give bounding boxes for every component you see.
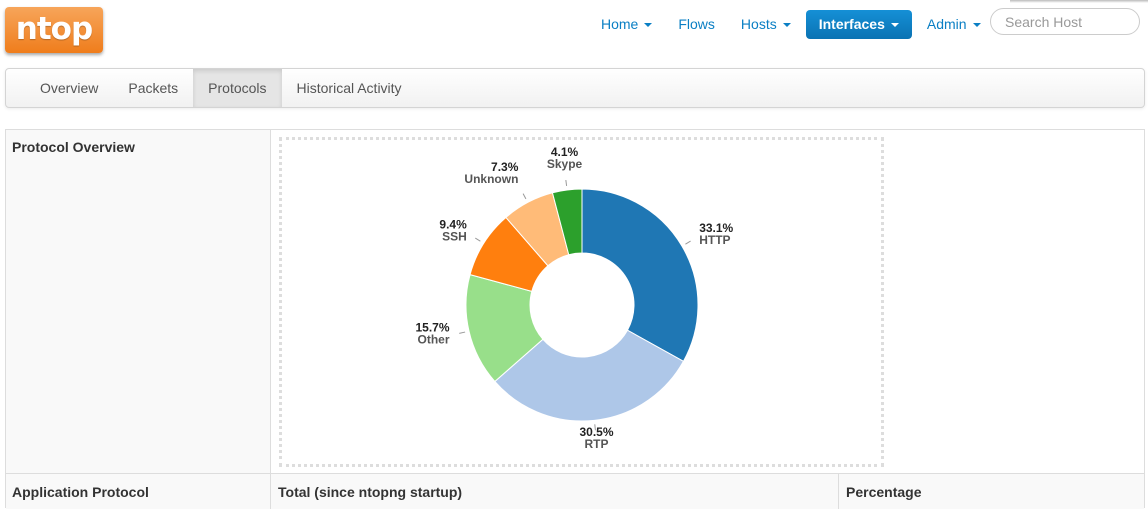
- pie-slice-http[interactable]: [581, 188, 699, 362]
- pie-label-tick-unknown: [522, 193, 527, 200]
- protocol-overview-label: Protocol Overview: [6, 130, 271, 473]
- pie-percent-label-other: 15.7%: [415, 321, 449, 335]
- nav-flows[interactable]: Flows: [665, 10, 728, 39]
- nav-interfaces-label: Interfaces: [818, 16, 885, 32]
- protocols-table: Protocol Overview 33.1% HTTP 30.5% RTP 15.7%…: [5, 129, 1145, 509]
- caret-down-icon: [644, 23, 653, 28]
- column-header-total[interactable]: Total (since ntopng startup): [271, 473, 839, 509]
- pie-percent-label-ssh: 9.4%: [439, 218, 467, 232]
- pie-percent-label-skype: 4.1%: [551, 145, 579, 159]
- pie-category-label-skype: Skype: [547, 157, 583, 171]
- nav-admin[interactable]: Admin: [914, 10, 994, 39]
- nav-flows-label: Flows: [678, 16, 715, 32]
- protocol-chart-cell: 33.1% HTTP 30.5% RTP 15.7% Other 9.4% SSH 7.3% Un…: [271, 130, 1144, 473]
- search-host-input[interactable]: [990, 8, 1140, 35]
- tab-overview[interactable]: Overview: [40, 80, 99, 96]
- nav-hosts-label: Hosts: [740, 16, 777, 32]
- caret-down-icon: [972, 23, 981, 28]
- pie-slice-skype[interactable]: [551, 188, 583, 256]
- nav-interfaces[interactable]: Interfaces: [805, 10, 912, 39]
- window-shadow: [1010, 0, 1148, 3]
- caret-down-icon: [782, 23, 791, 28]
- pie-label-tick-skype: [565, 179, 568, 187]
- column-header-application-protocol[interactable]: Application Protocol: [6, 473, 271, 509]
- pie-label-tick-ssh: [474, 237, 481, 242]
- ntop-logo[interactable]: ntop: [5, 7, 103, 53]
- tab-protocols[interactable]: Protocols: [193, 69, 282, 107]
- logo-text: ntop: [15, 10, 93, 47]
- column-header-percentage[interactable]: Percentage: [839, 473, 1144, 509]
- pie-category-label-other: Other: [417, 333, 449, 347]
- tab-historical-activity[interactable]: Historical Activity: [296, 80, 402, 96]
- chart-container: 33.1% HTTP 30.5% RTP 15.7% Other 9.4% SSH 7.3% Un…: [279, 137, 884, 467]
- pie-category-label-unknown: Unknown: [464, 172, 518, 186]
- pie-label-tick-rtp: [594, 424, 596, 431]
- nav-home-label: Home: [601, 16, 639, 32]
- top-nav: Home Flows Hosts Interfaces Admin: [588, 10, 994, 39]
- protocol-donut-chart: 33.1%HTTP 30.5%RTP 15.7%Other 9.4%SSH 7.3%Un…: [415, 145, 733, 451]
- pie-category-label-rtp: RTP: [584, 437, 608, 451]
- caret-down-icon: [890, 23, 899, 28]
- pie-label-tick-other: [459, 331, 466, 334]
- pie-percent-label-http: 33.1%: [699, 221, 733, 235]
- pie-slice-rtp[interactable]: [494, 329, 685, 422]
- pie-percent-label-rtp: 30.5%: [579, 425, 613, 439]
- pie-category-label-ssh: SSH: [442, 230, 467, 244]
- pie-label-tick-http: [685, 240, 691, 245]
- pie-category-label-http: HTTP: [699, 233, 730, 247]
- nav-hosts[interactable]: Hosts: [728, 10, 804, 39]
- nav-home[interactable]: Home: [588, 10, 665, 39]
- pie-percent-label-unknown: 7.3%: [491, 160, 519, 174]
- interface-tabs: Overview Packets Protocols Historical Ac…: [5, 68, 1145, 108]
- nav-admin-label: Admin: [926, 16, 967, 32]
- tab-packets[interactable]: Packets: [128, 80, 179, 96]
